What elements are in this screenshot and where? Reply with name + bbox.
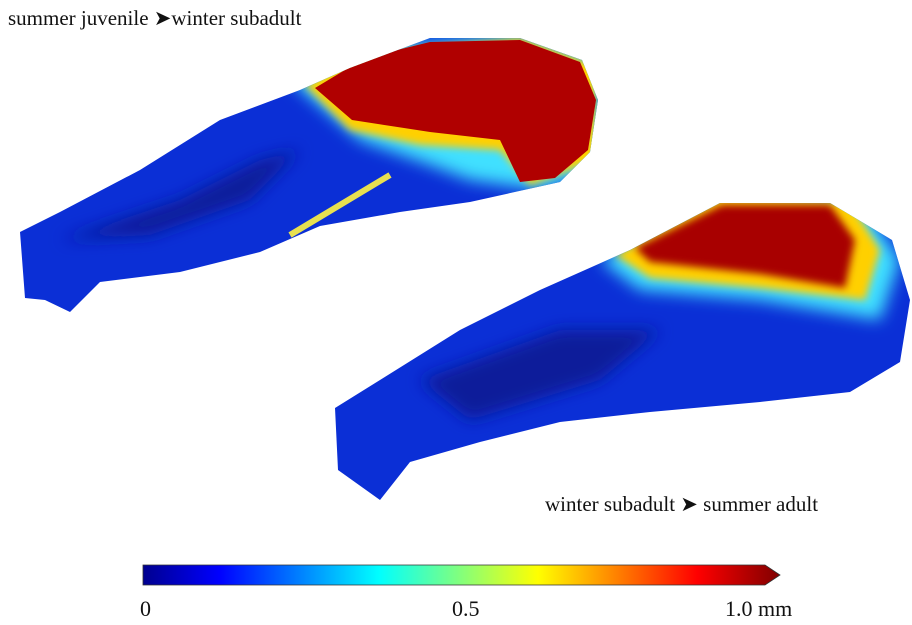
colorbar — [142, 564, 781, 586]
skull-upper — [20, 38, 598, 312]
colorbar-tick-label: 1.0 mm — [725, 596, 793, 621]
skull-lower — [335, 203, 910, 500]
panel-label: winter subadult ➤ summer adult — [545, 492, 819, 516]
colorbar-tick-label: 0.5 — [452, 596, 480, 621]
colorbar-tick-label: 0 — [140, 596, 151, 621]
panel-label: summer juvenile ➤winter subadult — [8, 6, 302, 30]
